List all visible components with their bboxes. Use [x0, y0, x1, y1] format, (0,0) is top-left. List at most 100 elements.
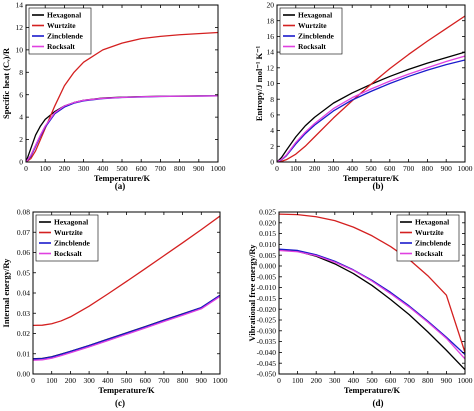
- series-line: [33, 294, 220, 360]
- legend-label: Zincblende: [298, 32, 335, 41]
- panel-label: (c): [115, 398, 125, 408]
- y-tick-label: 10: [16, 45, 24, 54]
- y-axis-label: Entropy/J mol⁻¹ K⁻¹: [254, 45, 264, 121]
- y-tick-label: -0.050: [257, 370, 277, 379]
- chart-panel: 0 100 200 300 400 500 600 700 800 900 1000 -0.050 -0…: [247, 208, 473, 408]
- chart-panel: 0 100 200 300 400 500 600 700 800 900 1000 0.00 0.01…: [1, 208, 228, 408]
- y-axis-label: Vibrational free energy/Ry: [247, 244, 257, 342]
- x-tick-label: 0: [24, 164, 28, 173]
- y-tick-label: 6: [270, 111, 274, 120]
- y-tick-label: 14: [16, 1, 24, 10]
- y-tick-label: -0.020: [257, 305, 277, 314]
- x-tick-label: 400: [348, 376, 360, 385]
- legend-label: Rocksalt: [47, 42, 75, 51]
- y-axis-label: Internal energy/Ry: [1, 258, 11, 328]
- y-tick-label: 2: [270, 142, 274, 151]
- series-line: [277, 15, 465, 162]
- y-tick-label: 0.08: [17, 208, 30, 217]
- series-line: [33, 295, 220, 361]
- series-line: [26, 95, 218, 162]
- legend-label: Rocksalt: [415, 249, 443, 258]
- series-line: [277, 55, 465, 162]
- x-tick-label: 800: [177, 376, 189, 385]
- y-tick-label: -0.035: [257, 337, 277, 346]
- x-tick-label: 700: [155, 164, 167, 173]
- x-tick-label: 900: [441, 376, 453, 385]
- y-tick-label: 16: [267, 32, 275, 41]
- y-tick-label: 4: [19, 113, 23, 122]
- chart-panel: 0 100 200 300 400 500 600 700 800 900 1000 0 2 4 6 8 10 1…: [254, 1, 473, 191]
- x-tick-label: 700: [403, 164, 415, 173]
- y-tick-label: 8: [19, 68, 23, 77]
- series-line: [279, 249, 465, 371]
- x-tick-label: 400: [97, 164, 109, 173]
- x-tick-label: 500: [121, 376, 133, 385]
- y-tick-label: 6: [19, 90, 23, 99]
- x-tick-label: 700: [158, 376, 170, 385]
- x-tick-label: 100: [290, 164, 302, 173]
- x-tick-label: 600: [385, 376, 397, 385]
- panel-label: (d): [373, 398, 384, 408]
- y-tick-label: 8: [270, 95, 274, 104]
- y-tick-label: 12: [267, 63, 275, 72]
- y-tick-label: 0.020: [259, 218, 276, 227]
- legend-label: Zincblende: [47, 32, 84, 41]
- x-tick-label: 600: [384, 164, 396, 173]
- x-tick-label: 600: [140, 376, 152, 385]
- chart-panel: 0 100 200 300 400 500 600 700 800 900 1000 0 2 4 6 8 10 1…: [1, 1, 226, 191]
- legend-label: Hexagonal: [298, 11, 332, 20]
- x-tick-label: 300: [78, 164, 90, 173]
- series-line: [33, 215, 220, 327]
- x-tick-label: 1000: [211, 164, 226, 173]
- y-tick-label: -0.015: [257, 294, 277, 303]
- x-tick-label: 800: [422, 376, 434, 385]
- x-tick-label: 800: [174, 164, 186, 173]
- y-tick-label: -0.045: [257, 359, 277, 368]
- x-tick-label: 1000: [458, 164, 473, 173]
- y-tick-label: 0: [270, 158, 274, 167]
- legend-label: Zincblende: [415, 239, 452, 248]
- y-tick-label: 0.00: [17, 370, 30, 379]
- x-tick-label: 300: [83, 376, 95, 385]
- y-tick-label: 0.01: [17, 349, 30, 358]
- x-tick-label: 700: [404, 376, 416, 385]
- y-tick-label: -0.025: [257, 316, 277, 325]
- y-tick-label: -0.005: [257, 272, 277, 281]
- x-axis-label: Temperature/K: [98, 385, 155, 395]
- y-tick-label: 0.000: [259, 262, 276, 271]
- x-tick-label: 0: [275, 164, 279, 173]
- x-tick-label: 1000: [213, 376, 228, 385]
- y-tick-label: 0.07: [17, 228, 30, 237]
- x-tick-label: 1000: [458, 376, 473, 385]
- y-tick-label: -0.030: [257, 326, 277, 335]
- y-axis-label: Specific heat (Cᵥ)/R: [1, 47, 11, 119]
- legend-label: Rocksalt: [298, 42, 326, 51]
- y-tick-label: 0.015: [259, 229, 276, 238]
- y-tick-label: 0.04: [17, 289, 30, 298]
- x-tick-label: 900: [196, 376, 208, 385]
- y-tick-label: 0.025: [259, 208, 276, 217]
- series-line: [33, 294, 220, 360]
- x-axis-label: Temperature/K: [343, 173, 400, 183]
- y-tick-label: 12: [16, 23, 24, 32]
- x-axis-label: Temperature/K: [344, 385, 401, 395]
- x-tick-label: 500: [116, 164, 128, 173]
- y-tick-label: 4: [270, 126, 274, 135]
- legend-label: Wurtzite: [415, 228, 444, 237]
- x-tick-label: 0: [31, 376, 35, 385]
- series-line: [279, 248, 465, 356]
- x-tick-label: 100: [40, 164, 52, 173]
- x-tick-label: 0: [277, 376, 281, 385]
- y-tick-label: 18: [267, 16, 275, 25]
- panel-label: (a): [115, 181, 126, 191]
- x-tick-label: 900: [441, 164, 453, 173]
- x-tick-label: 200: [309, 164, 321, 173]
- y-tick-label: 20: [267, 1, 275, 10]
- panel-label: (b): [373, 181, 384, 191]
- x-tick-label: 100: [46, 376, 58, 385]
- y-tick-label: -0.040: [257, 348, 277, 357]
- legend-label: Wurtzite: [47, 21, 76, 30]
- y-tick-label: 0.06: [17, 248, 30, 257]
